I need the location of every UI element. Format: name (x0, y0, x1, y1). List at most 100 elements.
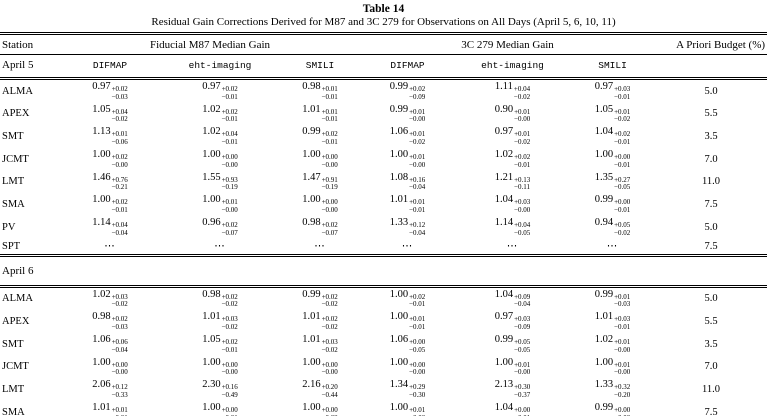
gain-lower-error: −0.05 (614, 183, 631, 192)
gain-upper-error: +0.03 (614, 315, 631, 324)
gain-lower-error: −0.04 (409, 183, 426, 192)
gain-median: 1.00 (202, 148, 221, 160)
gain-uncertainty: +0.76 −0.21 (112, 176, 128, 193)
station-cell: SMA (2, 199, 25, 211)
gain-uncertainty: +0.00−0.00 (221, 360, 238, 378)
apriori-budget-cell: 3.5 (704, 338, 718, 350)
gain-uncertainty: +0.05 −0.02 (614, 220, 631, 238)
table-row: PV 1.14 +0.04 −0.04 0.96 +0.02 −0.07 0.98 +0.02−… (0, 216, 767, 239)
gain-uncertainty: +0.02 −0.01 (222, 108, 238, 125)
gain-upper-error: +0.04 (221, 130, 238, 139)
gain-value-cell: 0.96 +0.02 −0.07 (160, 216, 280, 239)
gain-value-cell: 0.97 +0.01 −0.02 (455, 125, 570, 148)
gain-median: 1.47 (302, 171, 321, 183)
gain-median: 0.98 (302, 81, 321, 92)
table-row: JCMT 1.00 +0.02 −0.00 1.00 +0.00 −0.00 1.00 +0.0… (0, 148, 767, 171)
gain-value-cell: 1.00 +0.00 −0.00 (280, 356, 360, 379)
gain-lower-error: −0.00 (321, 206, 338, 215)
gain-lower-error: −0.00 (614, 345, 631, 354)
gain-median: 0.97 (202, 81, 221, 92)
gain-uncertainty: +0.00−0.00 (222, 153, 238, 170)
gain-uncertainty: +0.02 −0.02 (321, 292, 338, 310)
gain-upper-error: +0.02 (221, 292, 238, 301)
station-cell: APEX (2, 316, 30, 328)
gain-uncertainty: +0.02 −0.01 (221, 338, 238, 355)
gain-value-cell: 1.00 +0.00 −0.00 (360, 356, 455, 379)
gain-uncertainty: +0.02 −0.01 (409, 292, 426, 310)
gain-uncertainty: +0.12 −0.33 (112, 383, 128, 400)
gain-upper-error: +0.00 (614, 198, 631, 207)
gain-uncertainty: +0.04 −0.02 (513, 85, 531, 102)
gain-lower-error: −0.00 (221, 368, 238, 377)
station-cell: JCMT (2, 361, 29, 373)
gain-lower-error: −0.02 (111, 115, 128, 124)
apriori-budget-cell: 7.5 (704, 199, 718, 211)
gain-uncertainty: +0.00−0.00 (112, 361, 128, 378)
apriori-budget-cell: 5.0 (704, 221, 718, 233)
gain-upper-error: +0.02 (409, 292, 426, 301)
gain-uncertainty: +0.02 −0.03 (111, 85, 128, 102)
col-header-station: Station (0, 33, 60, 55)
gain-uncertainty: +0.02 −0.02 (221, 292, 238, 310)
gain-uncertainty: +0.03 −0.02 (112, 293, 128, 310)
gain-median: 1.00 (389, 288, 409, 300)
gain-upper-error: +0.02 (221, 220, 238, 229)
gain-value-cell: 1.02 +0.02 −0.01 (160, 103, 280, 126)
gain-median: 0.97 (92, 81, 111, 92)
subcolumn-header-row: April 5 DIFMAP eht-imaging SMILI DIFMAP … (0, 54, 767, 80)
gain-value-cell: 1.01+0.01−0.01 (360, 193, 455, 216)
gain-lower-error: −0.01 (111, 206, 128, 215)
gain-value-cell: 1.33 +0.32 −0.20 (570, 378, 655, 401)
station-cell: ALMA (2, 85, 33, 97)
gain-uncertainty: +0.16 −0.04 (409, 176, 426, 193)
gain-upper-error: +0.02 (321, 292, 338, 301)
gain-uncertainty: +0.00−0.00 (614, 406, 630, 416)
gain-upper-error: +0.01 (409, 152, 426, 161)
gain-value-cell: 0.98 +0.02 −0.03 (60, 310, 160, 333)
gain-upper-error: +0.01 (409, 405, 426, 414)
gain-upper-error: +0.02 (111, 85, 128, 93)
gain-uncertainty: +0.12 −0.04 (409, 221, 425, 238)
table-row: SMT 1.06 +0.06 −0.04 1.05 +0.02 −0.01 1.01 +0.03… (0, 333, 767, 356)
gain-median: 1.13 (92, 126, 111, 138)
col-header-budget: A Priori Budget (%) (655, 33, 767, 55)
gain-upper-error: +0.03 (614, 85, 631, 93)
gain-value-cell: 0.99+0.00−0.00 (570, 401, 655, 416)
gain-value-cell: ⋯ (506, 241, 519, 253)
gain-lower-error: −0.04 (514, 300, 531, 309)
gain-lower-error: −0.00 (409, 115, 426, 124)
gain-lower-error: −0.01 (321, 138, 338, 147)
section-label-april5: April 5 (0, 54, 60, 80)
gain-upper-error: +0.04 (513, 85, 531, 93)
apriori-budget-cell: 5.0 (704, 85, 718, 97)
gain-median: 0.98 (202, 288, 221, 300)
gain-upper-error: +0.00 (221, 405, 238, 414)
gain-median: 0.99 (389, 103, 409, 115)
gain-value-cell: 1.47 +0.91 −0.19 (280, 171, 360, 194)
gain-uncertainty: +0.01−0.00 (409, 405, 426, 416)
gain-upper-error: +0.01 (614, 337, 631, 346)
gain-uncertainty: +0.20 −0.44 (322, 383, 338, 400)
gain-value-cell: 1.02 +0.04 −0.01 (160, 125, 280, 148)
gain-lower-error: −0.03 (111, 323, 128, 332)
gain-lower-error: −0.01 (614, 160, 631, 169)
gain-upper-error: +0.00 (221, 360, 238, 369)
gain-lower-error: −0.49 (221, 391, 238, 400)
col-group-m87: Fiducial M87 Median Gain (60, 33, 361, 55)
gain-uncertainty: +0.04 −0.05 (514, 221, 530, 238)
gain-median: 1.06 (92, 333, 111, 345)
gain-uncertainty: +0.02 −0.01 (614, 130, 630, 147)
gain-lower-error: −0.30 (409, 391, 426, 400)
gain-lower-error: −0.01 (221, 345, 238, 354)
gain-value-cell: 1.34 +0.29 −0.30 (360, 378, 455, 401)
gain-median: 2.06 (92, 379, 111, 391)
apriori-budget-cell: 11.0 (702, 176, 721, 188)
gain-lower-error: −0.00 (111, 160, 128, 169)
gain-median: 0.98 (92, 311, 111, 323)
gain-median: 1.00 (202, 194, 221, 206)
subcol-m87-eht-imaging: eht-imaging (160, 54, 280, 80)
gain-uncertainty: +0.03 −0.01 (614, 85, 631, 102)
gain-upper-error: +0.05 (614, 220, 631, 229)
gain-value-cell: 0.90 +0.01 −0.00 (455, 103, 570, 126)
